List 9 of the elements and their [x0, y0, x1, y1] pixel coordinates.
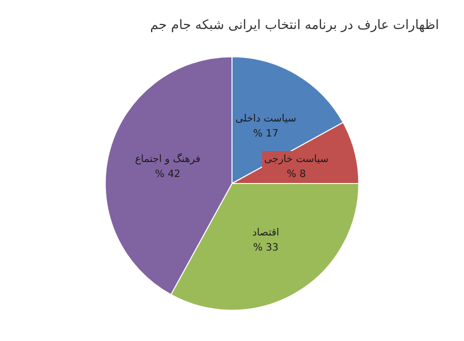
chart-title: اظهارات عارف در برنامه انتخاب ایرانی شبکه جام جم — [150, 18, 440, 33]
slice-label: سیاست داخلی — [235, 113, 296, 124]
slice-label: سیاست خارجی — [264, 154, 328, 165]
data-label: % 17 — [253, 128, 278, 140]
slice-label: فرهنگ و اجتماع — [134, 152, 201, 165]
data-label: % 8 — [286, 168, 306, 180]
data-label: % 33 — [253, 242, 278, 254]
slice-label: اقتصاد — [252, 228, 280, 239]
data-label: % 42 — [155, 168, 180, 180]
